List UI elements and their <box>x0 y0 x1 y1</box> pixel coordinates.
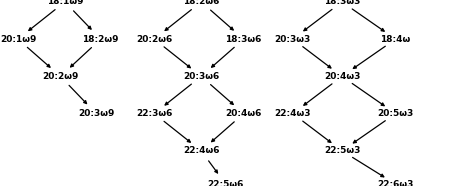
Text: 20:3ω3: 20:3ω3 <box>274 35 310 44</box>
Text: 18:1ω9: 18:1ω9 <box>46 0 83 6</box>
Text: 22:5ω6: 22:5ω6 <box>207 180 243 186</box>
Text: 20:1ω9: 20:1ω9 <box>0 35 36 44</box>
Text: 20:3ω6: 20:3ω6 <box>182 72 219 81</box>
Text: 18:4ω: 18:4ω <box>379 35 410 44</box>
Text: 22:4ω6: 22:4ω6 <box>182 146 219 155</box>
Text: 18:3ω6: 18:3ω6 <box>225 35 261 44</box>
Text: 22:5ω3: 22:5ω3 <box>323 146 359 155</box>
Text: 18:3ω3: 18:3ω3 <box>323 0 359 6</box>
Text: 20:2ω9: 20:2ω9 <box>42 72 78 81</box>
Text: 22:4ω3: 22:4ω3 <box>274 109 310 118</box>
Text: 20:4ω6: 20:4ω6 <box>225 109 261 118</box>
Text: 18:2ω9: 18:2ω9 <box>82 35 119 44</box>
Text: 20:5ω3: 20:5ω3 <box>377 109 413 118</box>
Text: 22:3ω6: 22:3ω6 <box>136 109 172 118</box>
Text: 20:2ω6: 20:2ω6 <box>136 35 172 44</box>
Text: 22:6ω3: 22:6ω3 <box>377 180 413 186</box>
Text: 20:4ω3: 20:4ω3 <box>323 72 359 81</box>
Text: 20:3ω9: 20:3ω9 <box>78 109 114 118</box>
Text: 18:2ω6: 18:2ω6 <box>182 0 219 6</box>
